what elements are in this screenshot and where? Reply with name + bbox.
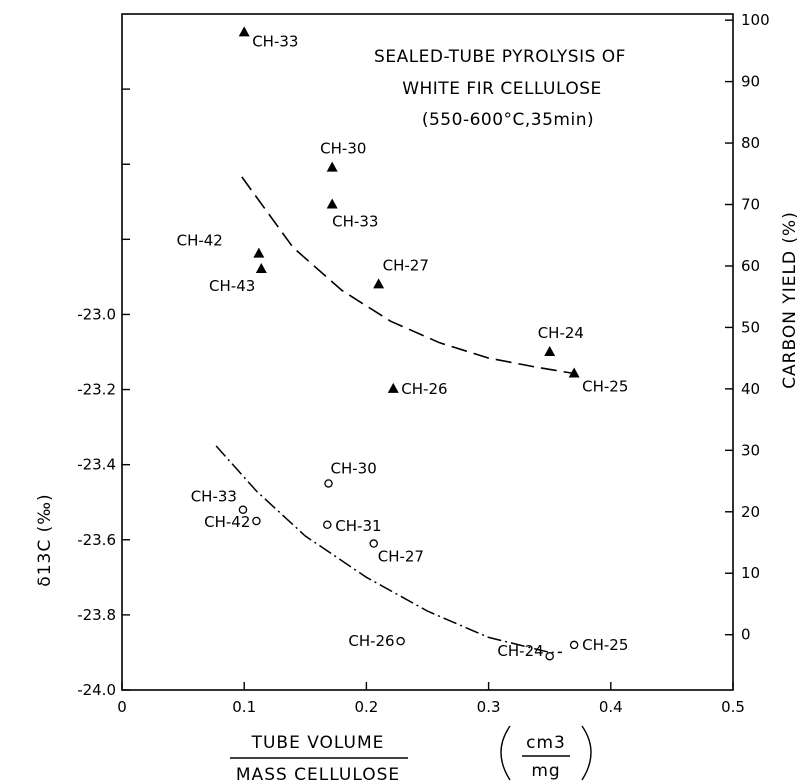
y-right-tick-label: 60 bbox=[741, 257, 760, 275]
point-label: CH-42 bbox=[177, 232, 223, 250]
y-right-tick-label: 40 bbox=[741, 380, 760, 398]
y-left-tick-label: -23.4 bbox=[77, 456, 116, 474]
point-label: CH-24 bbox=[538, 324, 584, 342]
triangle-point bbox=[253, 247, 265, 258]
title-line-1: SEALED-TUBE PYROLYSIS OF bbox=[374, 47, 626, 67]
point-label: CH-27 bbox=[383, 256, 429, 274]
triangle-point bbox=[326, 161, 338, 172]
point-label: CH-25 bbox=[582, 378, 628, 396]
axis-ticks: 0 0.1 0.2 0.3 0.4 0.5 -23.0 -23.2 -23.4 -23.6 -23.… bbox=[77, 11, 769, 716]
triangle-point bbox=[326, 198, 338, 209]
y-right-tick-label: 90 bbox=[741, 73, 760, 91]
unit-left-paren bbox=[500, 725, 511, 781]
y-left-tick-label: -23.8 bbox=[77, 606, 116, 624]
circle-point bbox=[369, 539, 378, 548]
x-axis-unit-numerator: cm3 bbox=[526, 733, 566, 753]
y-axis-left-label: δ13C (‰) bbox=[35, 493, 55, 586]
point-label: CH-43 bbox=[209, 277, 255, 295]
x-tick-label: 0 bbox=[117, 698, 127, 716]
x-axis-label-denominator: MASS CELLULOSE bbox=[236, 765, 400, 784]
x-axis-unit-denominator: mg bbox=[531, 761, 560, 781]
point-label: CH-26 bbox=[348, 632, 394, 650]
triangle-point bbox=[255, 263, 267, 274]
x-tick-label: 0.4 bbox=[599, 698, 623, 716]
title-line-2: WHITE FIR CELLULOSE bbox=[402, 79, 602, 99]
plot-border bbox=[121, 13, 734, 691]
y-right-tick-label: 0 bbox=[741, 626, 751, 644]
point-label: CH-33 bbox=[191, 488, 237, 506]
circle-point bbox=[324, 479, 333, 488]
delta13c-fit-curve bbox=[215, 445, 562, 654]
y-left-tick-label: -24.0 bbox=[77, 681, 116, 699]
circle-point bbox=[252, 516, 261, 526]
fit-curves bbox=[215, 176, 575, 654]
y-right-tick-label: 70 bbox=[741, 196, 760, 214]
point-label: CH-33 bbox=[252, 32, 298, 50]
y-right-tick-label: 10 bbox=[741, 564, 760, 582]
x-tick-label: 0.3 bbox=[477, 698, 501, 716]
x-tick-label: 0.2 bbox=[354, 698, 378, 716]
point-label: CH-30 bbox=[331, 459, 377, 477]
data-points bbox=[238, 26, 580, 661]
y-right-tick-label: 30 bbox=[741, 441, 760, 459]
circle-point bbox=[238, 505, 248, 514]
y-axis-right-label: CARBON YIELD (%) bbox=[780, 211, 800, 389]
point-label: CH-26 bbox=[401, 380, 447, 398]
y-right-tick-label: 20 bbox=[741, 503, 760, 521]
title-line-3: (550-600°C,35min) bbox=[422, 110, 594, 130]
x-tick-label: 0.1 bbox=[232, 698, 256, 716]
unit-right-paren bbox=[581, 725, 592, 781]
circle-point bbox=[396, 636, 405, 646]
triangle-point bbox=[544, 346, 556, 356]
carbon-yield-fit-curve bbox=[241, 176, 575, 375]
y-left-tick-label: -23.6 bbox=[77, 531, 116, 549]
y-right-tick-label: 80 bbox=[741, 134, 760, 152]
triangle-point bbox=[387, 382, 399, 393]
point-label: CH-31 bbox=[335, 517, 381, 535]
point-label: CH-30 bbox=[320, 140, 366, 158]
point-label: CH-25 bbox=[582, 636, 628, 654]
y-right-tick-label: 100 bbox=[741, 11, 770, 29]
x-axis-label-numerator: TUBE VOLUME bbox=[251, 733, 385, 753]
triangle-point bbox=[238, 26, 250, 37]
point-label: CH-24 bbox=[497, 642, 543, 660]
x-tick-label: 0.5 bbox=[721, 698, 745, 716]
point-label: CH-27 bbox=[378, 548, 424, 566]
y-left-tick-label: -23.0 bbox=[77, 305, 116, 323]
point-label: CH-42 bbox=[204, 513, 250, 531]
circle-point bbox=[545, 651, 554, 661]
y-left-tick-label: -23.2 bbox=[77, 381, 116, 399]
plot-frame bbox=[121, 13, 734, 691]
point-labels: CH-33 CH-30 CH-33 CH-42 CH-43 CH-27 CH-24 CH-25… bbox=[177, 32, 629, 660]
point-label: CH-33 bbox=[332, 213, 378, 231]
triangle-point bbox=[373, 278, 385, 289]
triangle-point bbox=[568, 367, 580, 378]
y-right-tick-label: 50 bbox=[741, 318, 760, 336]
circle-point bbox=[323, 520, 332, 530]
circle-point bbox=[569, 640, 579, 650]
